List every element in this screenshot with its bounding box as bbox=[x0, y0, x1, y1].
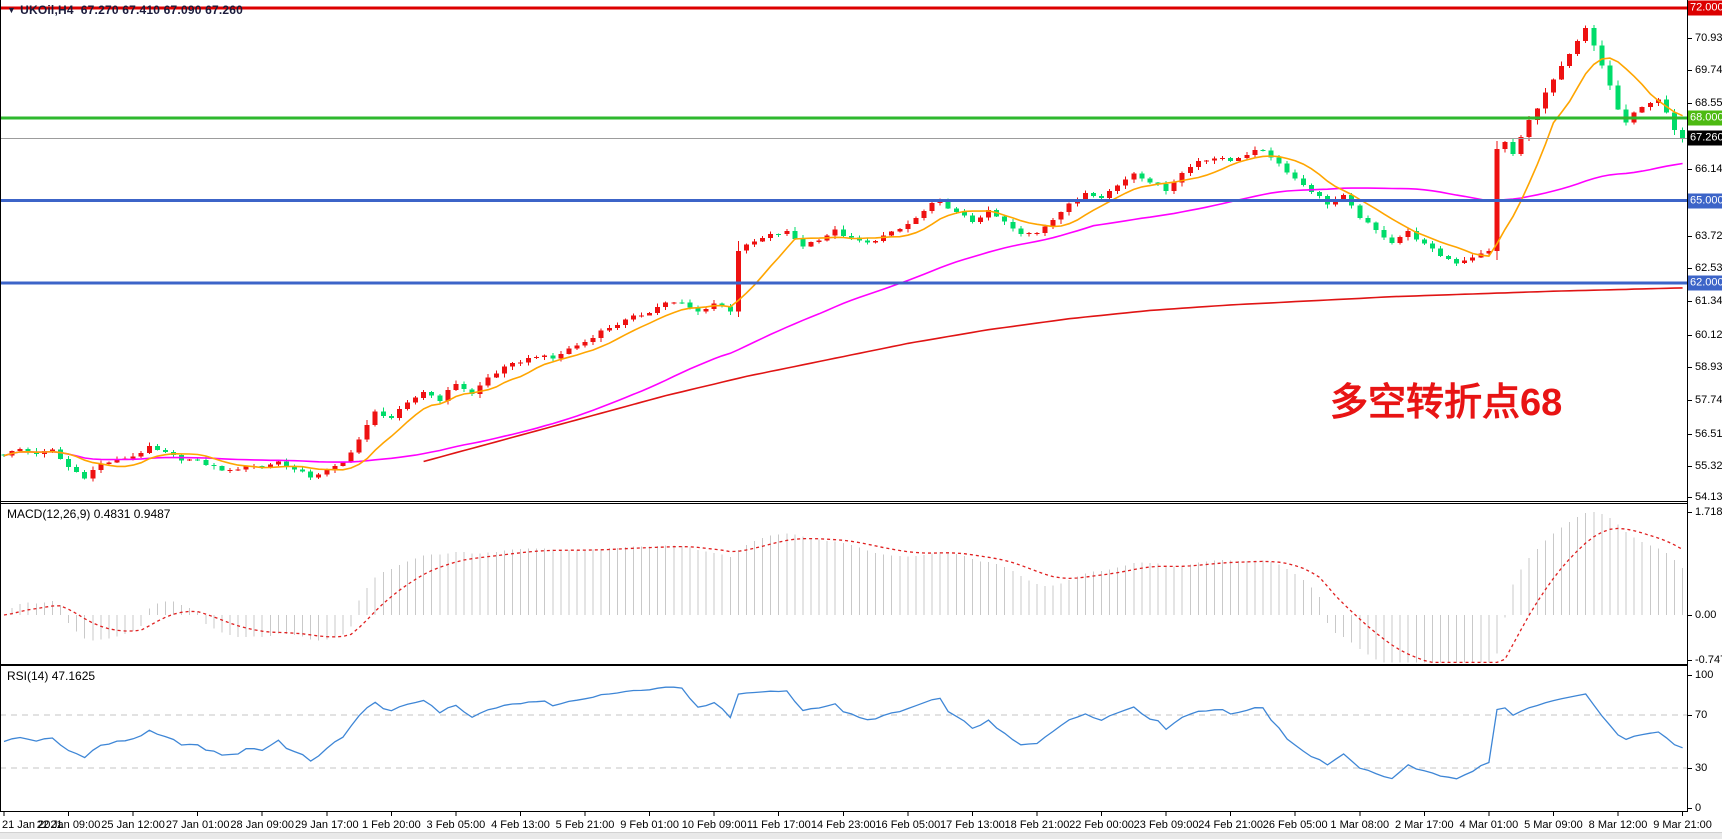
macd-tick-label: 0.00 bbox=[1695, 609, 1717, 621]
macd-label: MACD(12,26,9) 0.4831 0.9487 bbox=[7, 507, 170, 521]
price-tick-label: 58.930 bbox=[1695, 361, 1722, 374]
axis-tick-mark bbox=[1688, 334, 1692, 336]
rsi-indicator-value: 47.1625 bbox=[51, 669, 96, 683]
chart-collapse-arrow-icon[interactable]: ▼ bbox=[7, 5, 17, 15]
time-tick-label: 4 Mar 01:00 bbox=[1460, 819, 1519, 831]
price-axis: 70.935 69.745 68.555 66.140 63.725 62.535 61.3… bbox=[1688, 0, 1722, 814]
price-tick-label: 60.120 bbox=[1695, 328, 1722, 341]
axis-tick-mark bbox=[1688, 808, 1692, 809]
price-level-badge: 65.000 bbox=[1688, 193, 1722, 209]
price-level-badge: 72.000 bbox=[1688, 0, 1722, 16]
symbol-name: UKOil,H4 bbox=[20, 3, 74, 17]
macd-indicator-panel[interactable] bbox=[0, 503, 1688, 665]
axis-tick-mark bbox=[1688, 433, 1692, 435]
chart-annotation-text[interactable]: 多空转折点68 bbox=[1330, 382, 1563, 424]
time-tick-label: 4 Feb 13:00 bbox=[491, 819, 550, 831]
time-tick-label: 25 Jan 12:00 bbox=[101, 819, 165, 831]
price-level-badge: 62.000 bbox=[1688, 275, 1722, 291]
time-tick-label: 9 Mar 21:00 bbox=[1653, 819, 1712, 831]
axis-tick-mark bbox=[1688, 70, 1692, 72]
time-tick-label: 17 Feb 13:00 bbox=[940, 819, 1005, 831]
macd-tick-label: 1.718 bbox=[1695, 505, 1722, 518]
price-tick-label: 70.935 bbox=[1695, 31, 1722, 44]
price-tick-label: 63.725 bbox=[1695, 229, 1722, 242]
price-tick-label: 57.740 bbox=[1695, 394, 1722, 406]
axis-tick-mark bbox=[1688, 268, 1692, 270]
time-tick-label: 26 Feb 05:00 bbox=[1263, 819, 1328, 831]
time-tick-label: 1 Feb 20:00 bbox=[362, 819, 421, 831]
time-tick-label: 1 Mar 08:00 bbox=[1330, 819, 1389, 831]
time-tick-label: 5 Feb 21:00 bbox=[556, 819, 615, 831]
axis-tick-mark bbox=[1688, 235, 1692, 237]
macd-indicator-values: 0.4831 0.9487 bbox=[93, 507, 171, 521]
price-level-badge: 67.260 bbox=[1688, 130, 1722, 146]
axis-tick-mark bbox=[1688, 466, 1692, 468]
rsi-tick-label: 30 bbox=[1695, 762, 1708, 775]
symbol-ohlc-values: 67.270 67.410 67.090 67.260 bbox=[80, 3, 244, 17]
axis-tick-mark bbox=[1688, 659, 1692, 661]
time-tick-label: 22 Jan 09:00 bbox=[37, 819, 101, 831]
time-tick-label: 10 Feb 09:00 bbox=[682, 819, 747, 831]
time-tick-label: 22 Feb 00:00 bbox=[1069, 819, 1134, 831]
price-tick-label: 55.325 bbox=[1695, 460, 1722, 473]
axis-tick-mark bbox=[1688, 169, 1692, 171]
time-tick-label: 5 Mar 09:00 bbox=[1524, 819, 1583, 831]
rsi-indicator-panel[interactable] bbox=[0, 665, 1688, 812]
symbol-ohlc-bar: ▼ UKOil,H4 67.270 67.410 67.090 67.260 bbox=[7, 3, 243, 17]
axis-tick-mark bbox=[1688, 37, 1692, 39]
axis-tick-mark bbox=[1688, 497, 1692, 498]
rsi-label: RSI(14) 47.1625 bbox=[7, 669, 95, 683]
axis-tick-mark bbox=[1688, 675, 1692, 676]
time-tick-label: 2 Mar 17:00 bbox=[1395, 819, 1454, 831]
axis-tick-mark bbox=[1688, 714, 1692, 716]
rsi-tick-label: 0 bbox=[1695, 802, 1702, 814]
time-tick-label: 9 Feb 01:00 bbox=[620, 819, 679, 831]
axis-tick-mark bbox=[1688, 511, 1692, 513]
rsi-tick-label: 100 bbox=[1695, 669, 1714, 681]
price-level-badge: 68.000 bbox=[1688, 110, 1722, 126]
price-tick-label: 56.515 bbox=[1695, 427, 1722, 440]
time-tick-label: 14 Feb 23:00 bbox=[811, 819, 876, 831]
time-tick-label: 11 Feb 17:00 bbox=[747, 819, 811, 831]
price-tick-label: 62.535 bbox=[1695, 262, 1722, 275]
main-price-chart-panel[interactable] bbox=[0, 0, 1688, 503]
time-tick-label: 29 Jan 17:00 bbox=[295, 819, 359, 831]
price-tick-label: 61.345 bbox=[1695, 294, 1722, 307]
price-tick-label: 54.135 bbox=[1695, 491, 1722, 503]
axis-tick-mark bbox=[1688, 300, 1692, 302]
time-tick-label: 24 Feb 21:00 bbox=[1198, 819, 1263, 831]
axis-tick-mark bbox=[1688, 768, 1692, 770]
time-tick-label: 8 Mar 12:00 bbox=[1589, 819, 1648, 831]
axis-tick-mark bbox=[1688, 400, 1692, 401]
axis-tick-mark bbox=[1688, 367, 1692, 369]
axis-tick-mark bbox=[1688, 102, 1692, 104]
price-tick-label: 68.555 bbox=[1695, 96, 1722, 109]
price-tick-label: 66.140 bbox=[1695, 163, 1722, 176]
time-tick-label: 28 Jan 09:00 bbox=[230, 819, 294, 831]
time-tick-label: 27 Jan 01:00 bbox=[166, 819, 230, 831]
time-tick-label: 21 Jan 2021 bbox=[2, 819, 63, 831]
macd-tick-label: -0.7475 bbox=[1695, 653, 1722, 666]
time-tick-label: 18 Feb 21:00 bbox=[1005, 819, 1070, 831]
price-tick-label: 69.745 bbox=[1695, 64, 1722, 77]
macd-indicator-name: MACD(12,26,9) bbox=[7, 507, 91, 521]
rsi-tick-label: 70 bbox=[1695, 708, 1708, 721]
time-tick-label: 23 Feb 09:00 bbox=[1134, 819, 1199, 831]
axis-tick-mark bbox=[1688, 615, 1692, 616]
time-tick-label: 3 Feb 05:00 bbox=[427, 819, 486, 831]
rsi-indicator-name: RSI(14) bbox=[7, 669, 49, 683]
time-tick-label: 16 Feb 05:00 bbox=[875, 819, 940, 831]
